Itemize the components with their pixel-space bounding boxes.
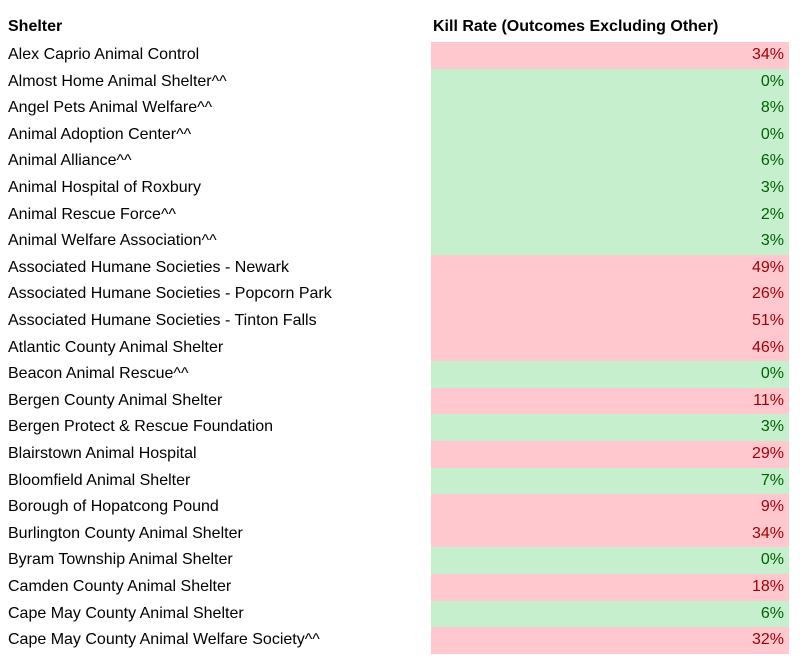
kill-rate: 0%: [431, 361, 789, 388]
kill-rate: 0%: [431, 547, 789, 574]
kill-rate: 3%: [431, 228, 789, 255]
kill-rate: 6%: [431, 148, 789, 175]
shelter-name: Alex Caprio Animal Control: [8, 46, 200, 63]
kill-rate: 18%: [431, 574, 789, 601]
shelter-name: Animal Hospital of Roxbury: [8, 179, 201, 196]
shelter-name: Blairstown Animal Hospital: [8, 445, 197, 462]
kill-rate: 3%: [431, 414, 789, 441]
column-header: Shelter: [8, 18, 63, 35]
kill-rate: 29%: [431, 441, 789, 468]
shelter-name: Camden County Animal Shelter: [8, 578, 232, 595]
shelter-name: Borough of Hopatcong Pound: [8, 498, 219, 516]
shelter-name: Cape May County Animal Shelter: [8, 604, 244, 622]
shelter-name: Associated Humane Societies - Tinton Fal…: [8, 312, 317, 329]
kill-rate: 51%: [431, 308, 789, 335]
kill-rate: 26%: [431, 281, 789, 308]
kill-rate: 46%: [431, 334, 789, 362]
shelter-name: Associated Humane Societies - Popcorn Pa…: [8, 285, 332, 303]
shelter-name: Almost Home Animal Shelter^^: [8, 72, 227, 90]
shelter-name: Associated Humane Societies - Newark: [8, 258, 290, 276]
kill-rate: 34%: [431, 520, 789, 548]
shelter-name: Burlington County Animal Shelter: [8, 524, 243, 542]
shelter-name: Animal Rescue Force^^: [8, 205, 176, 223]
shelter-name: Bergen County Animal Shelter: [8, 391, 223, 409]
shelter-name: Bloomfield Animal Shelter: [8, 471, 191, 489]
kill-rate: 34%: [431, 42, 789, 69]
column-header: Kill Rate (Outcomes Excluding Other): [433, 18, 719, 35]
shelter-name: Animal Alliance^^: [8, 152, 132, 170]
shelter-name: Beacon Animal Rescue^^: [8, 365, 189, 383]
shelter-name: Cape May County Animal Welfare Society^^: [8, 631, 320, 649]
kill-rate: 7%: [431, 467, 789, 495]
shelter-name: Byram Township Animal Shelter: [8, 551, 233, 569]
kill-rate: 2%: [431, 201, 789, 229]
shelter-name: Atlantic County Animal Shelter: [8, 338, 224, 356]
kill-rate: 3%: [431, 175, 789, 202]
kill-rate: 9%: [431, 494, 789, 521]
shelter-name: Angel Pets Animal Welfare^^: [8, 99, 213, 117]
kill-rate: 49%: [431, 254, 789, 282]
shelter-name: Animal Adoption Center^^: [8, 125, 192, 143]
kill-rate: 0%: [431, 121, 789, 149]
shelter-name: Bergen Protect & Rescue Foundation: [8, 418, 274, 436]
kill-rate: 11%: [431, 387, 789, 415]
shelter-name: Animal Welfare Association^^: [8, 232, 217, 250]
kill-rate: 8%: [431, 95, 789, 122]
kill-rate: 32%: [431, 627, 789, 654]
kill-rate: 0%: [431, 68, 789, 96]
kill-rate: 6%: [431, 600, 789, 628]
